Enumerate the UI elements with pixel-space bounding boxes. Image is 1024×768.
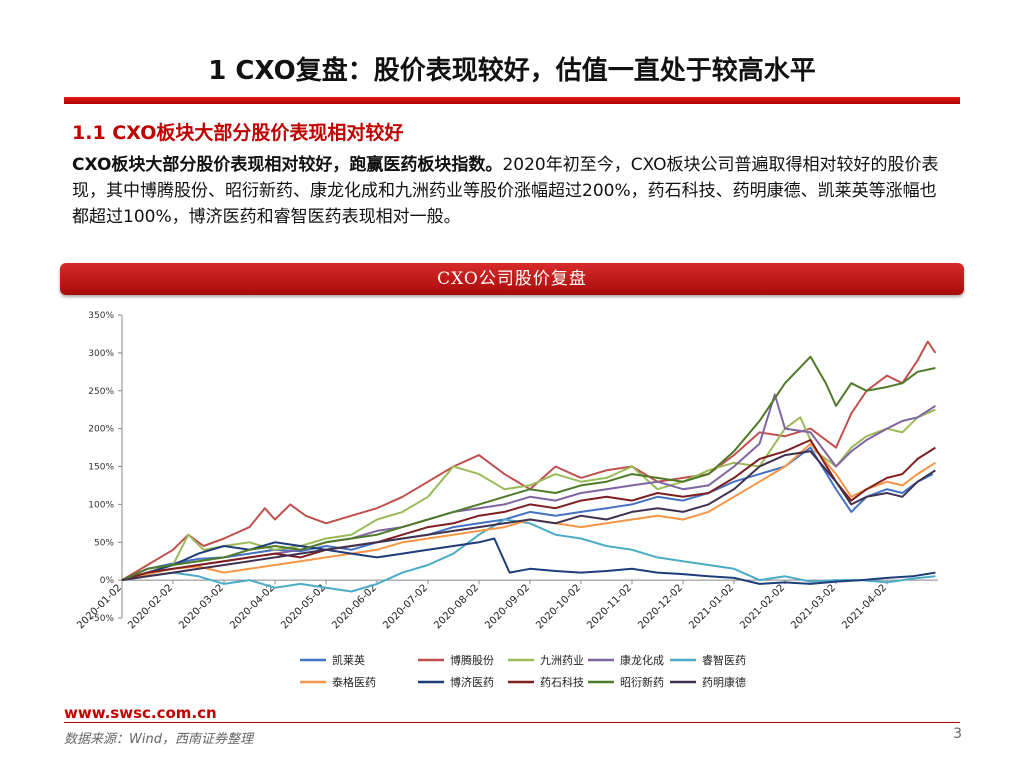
y-tick-label: 150% [88,463,114,473]
x-tick-label: 2020-05-02 [279,582,328,631]
page-title: 1 CXO复盘：股价表现较好，估值一直处于较高水平 [208,56,816,86]
legend-label: 睿智医药 [702,653,746,667]
y-tick-label: 350% [88,311,114,321]
x-tick-label: 2020-08-02 [432,582,481,631]
series-line [121,518,936,593]
x-tick-label: 2020-02-02 [126,582,175,631]
x-tick-label: 2021-01-02 [687,582,736,631]
legend-label: 博济医药 [450,675,494,689]
body-lead: CXO板块大部分股价表现相对较好，跑赢医药板块指数。 [72,155,503,175]
series-line [121,446,934,582]
y-tick-label: 250% [88,387,114,397]
x-tick-label: 2021-04-02 [840,582,889,631]
series-line [121,355,936,582]
x-tick-label: 2021-02-02 [738,582,787,631]
line-chart: -50% 0% 50% 100% 150% 200% 250% 300% 350% 2020-01… [75,311,938,689]
section-subtitle: 1.1 CXO板块大部分股价表现相对较好 [72,122,404,144]
chart-container: -50% 0% 50% 100% 150% 200% 250% 300% 350% 2020-01… [60,297,964,697]
body-text: 2020年初至今，CXO板块公司普遍取得相对较好的股价表现，其中博腾股份、昭衍新… [72,155,939,227]
legend-label: 九洲药业 [540,654,584,667]
x-tick-label: 2020-07-02 [381,582,430,631]
legend-label: 昭衍新药 [620,675,664,689]
legend-label: 药石科技 [540,675,584,689]
x-tick-label: 2020-09-02 [483,582,532,631]
footer-divider [64,722,960,723]
y-tick-label: 100% [88,500,114,510]
series-line [121,439,936,582]
y-tick-label: -50% [91,614,115,624]
data-source: 数据来源：Wind，西南证券整理 [64,732,253,747]
y-tick-label: 0% [100,576,115,586]
legend-label: 康龙化成 [620,653,664,667]
chart-banner: CXO公司股价复盘 [60,263,964,295]
x-tick-label: 2020-04-02 [228,582,277,631]
series-line [121,450,936,582]
body-paragraph: CXO板块大部分股价表现相对较好，跑赢医药板块指数。2020年初至今，CXO板块… [72,152,952,230]
x-tick-label: 2020-11-02 [585,582,634,631]
page-number: 3 [953,726,962,742]
y-tick-label: 300% [88,349,114,359]
series-line [121,537,936,585]
legend-label: 药明康德 [702,675,746,689]
legend-label: 博腾股份 [450,653,494,667]
y-tick-label: 200% [88,425,114,435]
x-tick-label: 2020-03-02 [177,582,226,631]
y-tick-label: 50% [94,538,114,548]
series-line [121,340,937,581]
x-tick-label: 2020-10-02 [534,582,583,631]
title-underline [64,97,960,104]
x-tick-label: 2020-12-02 [636,582,685,631]
x-tick-label: 2020-01-02 [75,582,124,631]
legend-label: 凯莱英 [332,653,365,667]
legend-label: 泰格医药 [332,675,376,689]
x-tick-label: 2021-03-02 [789,582,838,631]
footer-url[interactable]: www.swsc.com.cn [64,704,217,722]
